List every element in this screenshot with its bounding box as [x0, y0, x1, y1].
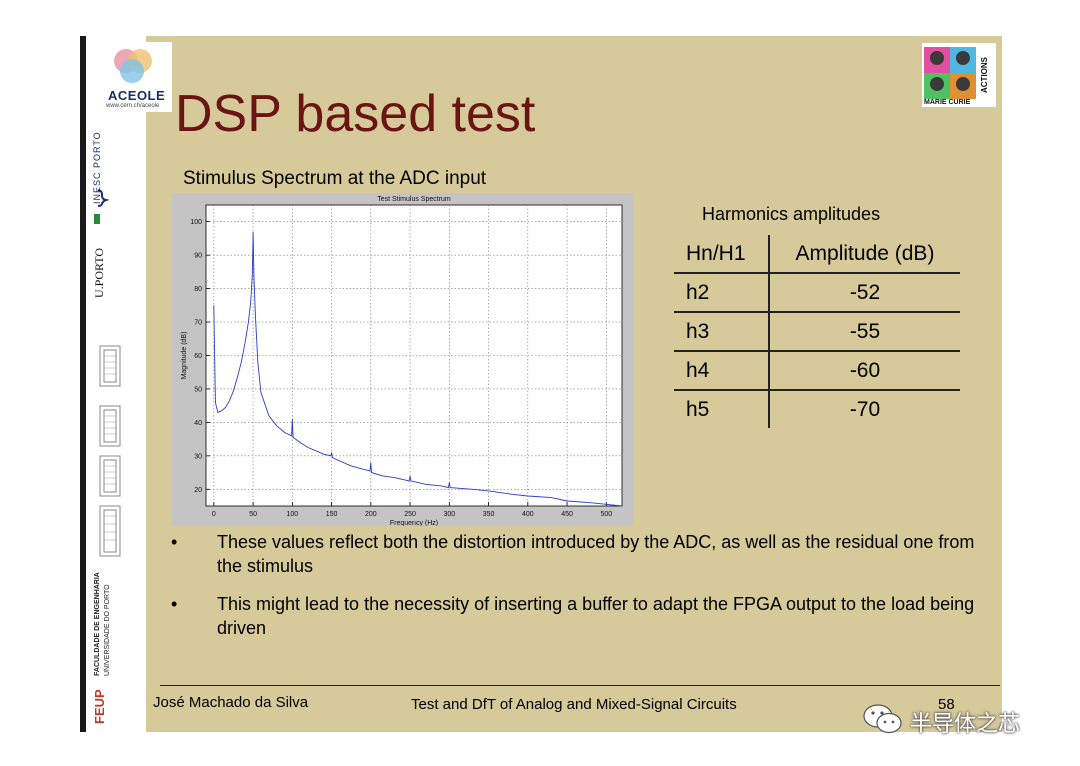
- y-tick-label: 50: [194, 386, 202, 393]
- y-tick-label: 60: [194, 353, 202, 360]
- footer-course: Test and DfT of Analog and Mixed-Signal …: [411, 696, 737, 713]
- x-tick-label: 50: [249, 511, 257, 518]
- x-tick-label: 0: [212, 511, 216, 518]
- x-tick-label: 300: [443, 511, 455, 518]
- table-row: h2 -52: [674, 273, 960, 313]
- x-tick-label: 100: [286, 511, 298, 518]
- bullet-text: This might lead to the necessity of inse…: [217, 594, 975, 638]
- table-caption: Harmonics amplitudes: [702, 204, 881, 224]
- chart-title: Test Stimulus Spectrum: [377, 196, 451, 203]
- x-tick-label: 400: [522, 511, 534, 518]
- sidebar: INESC PORTO U.PORTO FACULDADE DE ENGENHA…: [80, 36, 146, 732]
- sidebar-feup-text: FEUP: [92, 689, 107, 724]
- footer-author: José Machado da Silva: [153, 694, 309, 711]
- green-marker: [94, 214, 100, 224]
- harmonics-table: Hn/H1 Amplitude (dB) h2 -52 h3 -55 h4 -6…: [674, 235, 960, 428]
- table-cell-amplitude: -70: [849, 397, 881, 421]
- aceole-logo: ACEOLE www.cern.ch/aceole: [92, 42, 172, 112]
- table-cell-harmonic: h3: [674, 312, 770, 352]
- table-cell-harmonic: h2: [674, 273, 770, 313]
- watermark: 半导体之芯: [862, 700, 1062, 738]
- table-header-hn: Hn/H1: [674, 235, 770, 274]
- spectrum-chart: 0 50 100 150 200 250 300 350 400 450 500 20 30 40 50 60…: [181, 196, 623, 527]
- table-header-amplitude: Amplitude (dB): [769, 235, 960, 274]
- bullet-dot: •: [171, 532, 178, 552]
- bullet-list: • These values reflect both the distorti…: [168, 530, 978, 654]
- table-cell-amplitude: -52: [769, 273, 960, 313]
- x-tick-label: 150: [326, 511, 338, 518]
- sidebar-uporto-text: U.PORTO: [92, 247, 106, 298]
- aceole-circles-icon: [114, 49, 152, 83]
- y-axis-label: Magnitude (dB): [181, 332, 188, 380]
- y-tick-label: 90: [194, 253, 202, 260]
- table-cell-amplitude: -55: [769, 312, 960, 352]
- x-tick-label: 450: [561, 511, 573, 518]
- slide: INESC PORTO U.PORTO FACULDADE DE ENGENHA…: [80, 36, 1002, 732]
- x-tick-label: 500: [600, 511, 612, 518]
- table-row: h5 -70: [674, 390, 960, 428]
- aceole-logo-url: www.cern.ch/aceole: [106, 103, 160, 109]
- watermark-text: 半导体之芯: [910, 712, 1021, 737]
- y-tick-label: 100: [190, 219, 202, 226]
- x-tick-label: 350: [483, 511, 495, 518]
- marie-curie-actions-text: ACTIONS: [980, 57, 989, 93]
- bullet-item: • This might lead to the necessity of in…: [168, 592, 978, 640]
- bullet-dot: •: [171, 594, 178, 614]
- y-tick-label: 70: [194, 320, 202, 327]
- marie-curie-portraits-icon: [924, 47, 976, 99]
- table-row: h3 -55: [674, 312, 960, 352]
- bullet-text: These values reflect both the distortion…: [217, 532, 975, 576]
- y-tick-label: 80: [194, 286, 202, 293]
- sidebar-border: [80, 36, 86, 732]
- spectrum-line: [213, 231, 623, 507]
- y-tick-label: 20: [194, 487, 202, 494]
- footer-page-number: 58: [938, 696, 955, 713]
- inesc-icon: [97, 189, 110, 207]
- table-row: h4 -60: [674, 351, 960, 391]
- footer-divider: [160, 685, 1000, 686]
- y-tick-label: 40: [194, 420, 202, 427]
- slide-title: DSP based test: [175, 85, 536, 143]
- y-tick-label: 30: [194, 453, 202, 460]
- sidebar-universidade-text: UNIVERSIDADE DO PORTO: [104, 584, 111, 676]
- marie-curie-text: MARIE CURIE: [924, 99, 971, 106]
- sidebar-building-icon: [99, 345, 121, 557]
- x-axis-label: Frequency (Hz): [390, 520, 438, 526]
- x-tick-label: 250: [404, 511, 416, 518]
- x-tick-label: 200: [365, 511, 377, 518]
- chart-subtitle: Stimulus Spectrum at the ADC input: [183, 168, 487, 189]
- table-cell-harmonic: h5: [674, 390, 770, 428]
- wechat-icon: [863, 704, 902, 734]
- table-cell-amplitude: -60: [769, 351, 960, 391]
- chart-container: 0 50 100 150 200 250 300 350 400 450 500 20 30 40 50 60…: [172, 193, 634, 527]
- table-cell-harmonic: h4: [674, 351, 770, 391]
- aceole-logo-text: ACEOLE: [108, 88, 166, 103]
- marie-curie-logo: MARIE CURIE ACTIONS: [922, 43, 996, 107]
- sidebar-faculdade-text: FACULDADE DE ENGENHARIA: [94, 572, 101, 676]
- table-header-row: Hn/H1 Amplitude (dB): [674, 235, 960, 274]
- bullet-item: • These values reflect both the distorti…: [168, 530, 978, 578]
